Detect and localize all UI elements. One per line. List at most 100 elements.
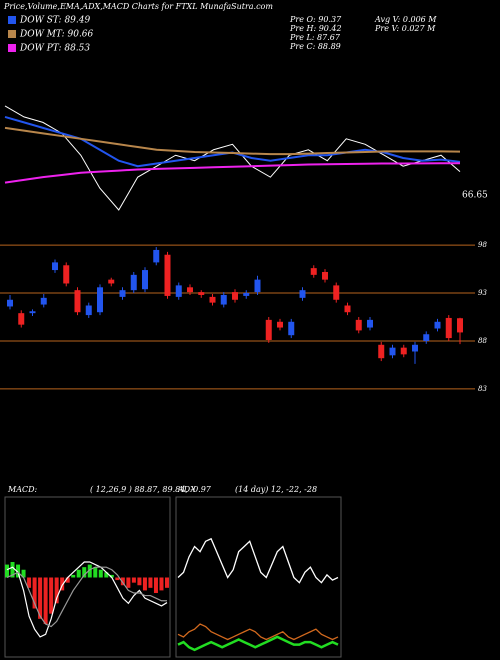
candle-body: [29, 311, 36, 314]
candle-body: [52, 262, 58, 271]
histogram-bar: [115, 577, 120, 581]
histogram-bar: [16, 564, 21, 578]
candle-body: [322, 271, 328, 280]
histogram-bar: [87, 564, 92, 578]
histogram-bar: [71, 574, 76, 578]
candle-body: [344, 305, 351, 313]
histogram-bar: [137, 577, 142, 586]
candle-body: [412, 344, 418, 352]
series-line: [4, 105, 461, 211]
legend-swatch: [8, 16, 16, 24]
candle-body: [175, 285, 182, 297]
candle-body: [97, 287, 103, 313]
histogram-bar: [120, 577, 125, 586]
legend-entry: DOW ST: 89.49: [19, 16, 90, 26]
candle-body: [18, 313, 25, 325]
histogram-bar: [27, 577, 32, 588]
candle-body: [277, 321, 283, 328]
candle-body: [243, 293, 250, 296]
price-info: Pre H: 90.42: [289, 24, 342, 33]
candle-body: [142, 270, 148, 290]
histogram-bar: [43, 577, 48, 624]
candle-body: [400, 347, 407, 355]
series-line: [177, 635, 339, 652]
histogram-bar: [5, 564, 9, 578]
candle-body: [389, 347, 396, 356]
y-tick-label: 83: [478, 385, 487, 393]
panel-subtitle: ( 12,26,9 ) 88.87, 89.84, -0.97: [90, 485, 212, 494]
histogram-bar: [38, 577, 43, 619]
histogram-bar: [76, 569, 81, 578]
price-info: Avg V: 0.006 M: [374, 15, 437, 24]
candle-body: [7, 299, 13, 307]
candle-body: [153, 249, 160, 263]
candle-body: [310, 268, 317, 275]
histogram-bar: [165, 577, 169, 588]
candle-body: [355, 319, 362, 331]
histogram-bar: [104, 572, 109, 578]
candle-body: [164, 254, 171, 296]
histogram-bar: [54, 577, 59, 604]
candle-body: [333, 285, 340, 300]
y-tick-label: 88: [478, 337, 487, 345]
series-line: [4, 162, 460, 184]
candle-body: [378, 344, 385, 359]
panel-subtitle: (14 day) 12, -22, -28: [235, 485, 317, 494]
histogram-bar: [21, 569, 26, 578]
candle-body: [198, 292, 205, 295]
histogram-bar: [32, 577, 37, 609]
candle-body: [445, 317, 452, 339]
price-info: Pre O: 90.37: [289, 15, 342, 24]
price-info: Pre C: 88.89: [289, 42, 341, 51]
series-line: [6, 566, 167, 628]
candle-body: [187, 287, 193, 293]
candle-body: [288, 321, 295, 336]
legend-entry: DOW PT: 88.53: [19, 44, 90, 54]
histogram-bar: [148, 577, 153, 588]
histogram-bar: [93, 567, 98, 578]
candle-body: [265, 319, 272, 340]
y-tick-label: 93: [478, 289, 487, 297]
candle-body: [367, 319, 373, 328]
candle-body: [209, 296, 216, 303]
price-info: Pre L: 87.67: [289, 33, 341, 42]
legend-entry: DOW MT: 90.66: [19, 30, 94, 40]
histogram-bar: [153, 577, 158, 593]
histogram-bar: [60, 577, 65, 591]
candle-body: [63, 265, 70, 284]
candle-body: [40, 297, 47, 305]
histogram-bar: [126, 577, 131, 588]
series-line: [6, 561, 168, 638]
candle-body: [130, 274, 137, 291]
candle-body: [85, 305, 92, 316]
panel-title: ADX: [177, 485, 196, 494]
series-line: [4, 126, 461, 156]
candle-body: [423, 334, 430, 341]
histogram-bar: [10, 562, 15, 578]
candle-body: [220, 294, 227, 305]
panel-title: MACD:: [7, 485, 38, 494]
histogram-bar: [131, 577, 136, 583]
histogram-bar: [109, 574, 114, 578]
macd-frame: [4, 496, 171, 658]
histogram-bar: [159, 577, 164, 591]
legend-swatch: [8, 30, 16, 38]
legend-swatch: [8, 44, 16, 52]
price-info: Pre V: 0.027 M: [374, 24, 436, 33]
candle-body: [299, 290, 306, 298]
candle-body: [108, 279, 115, 284]
candle-body: [254, 279, 261, 293]
candle-body: [457, 318, 463, 333]
histogram-bar: [82, 567, 87, 578]
candle-body: [119, 290, 126, 297]
page-title: Price,Volume,EMA,ADX,MACD Charts for FTX…: [3, 2, 273, 11]
y-tick-label: 98: [478, 241, 487, 249]
histogram-bar: [49, 577, 54, 614]
candle-body: [434, 321, 441, 329]
annotation: 66.65: [462, 191, 488, 201]
histogram-bar: [142, 577, 147, 591]
histogram-bar: [65, 577, 70, 583]
candle-body: [74, 290, 81, 313]
series-line: [177, 623, 339, 641]
